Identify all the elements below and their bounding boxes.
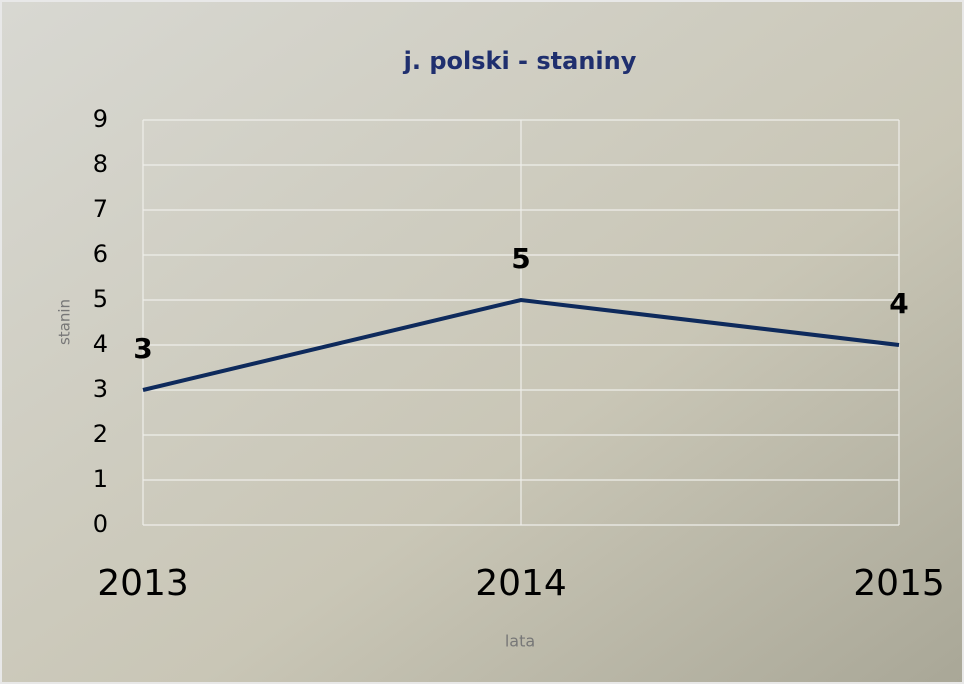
y-tick-label: 8 bbox=[93, 150, 108, 178]
x-axis-label: lata bbox=[505, 632, 535, 651]
y-tick-label: 7 bbox=[93, 195, 108, 223]
x-tick-label: 2014 bbox=[475, 563, 567, 604]
data-label: 4 bbox=[889, 287, 908, 320]
line bbox=[142, 297, 900, 392]
y-axis-label: stanin bbox=[56, 299, 74, 345]
y-tick-label: 9 bbox=[93, 105, 108, 133]
x-tick-label: 2015 bbox=[853, 563, 945, 604]
data-label: 3 bbox=[133, 332, 152, 365]
y-tick-label: 2 bbox=[93, 420, 108, 448]
y-tick-label: 1 bbox=[93, 465, 108, 493]
y-tick-label: 5 bbox=[93, 285, 108, 313]
y-tick-label: 6 bbox=[93, 240, 108, 268]
data-label: 5 bbox=[511, 242, 530, 275]
y-tick-label: 3 bbox=[93, 375, 108, 403]
y-tick-label: 4 bbox=[93, 330, 108, 358]
y-tick-label: 0 bbox=[93, 510, 108, 538]
chart-title: j. polski - staniny bbox=[403, 47, 637, 75]
x-tick-label: 2013 bbox=[97, 563, 189, 604]
